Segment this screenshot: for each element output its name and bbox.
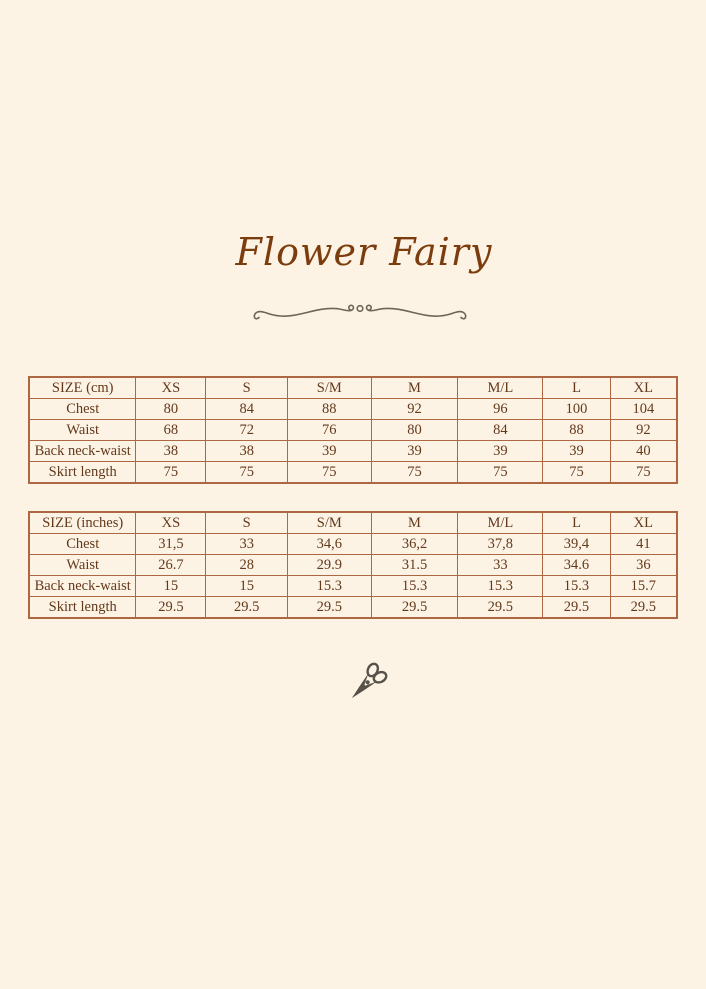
column-header-ml: M/L [457,511,544,534]
cell: 88 [542,419,611,441]
cell: 29.5 [609,596,678,619]
cell: 34,6 [287,533,372,555]
column-header-xs: XS [135,511,207,534]
row-label: Waist [28,554,137,576]
cell: 92 [609,419,678,441]
cell: 38 [205,440,289,462]
cell: 75 [609,461,678,484]
cell: 37,8 [457,533,544,555]
cell: 75 [287,461,372,484]
column-header-m: M [370,376,459,399]
column-header-l: L [542,511,611,534]
row-label: Back neck-waist [28,440,137,462]
table-header-row: SIZE (cm) XS S S/M M M/L L XL [28,376,678,399]
cell: 29.5 [287,596,372,619]
cell: 84 [205,398,289,420]
column-header-size-cm: SIZE (cm) [28,376,137,399]
cell: 26.7 [135,554,207,576]
cell: 15 [135,575,207,597]
table-row-waist: Waist 26.7 28 29.9 31.5 33 34.6 36 [28,554,678,576]
cell: 75 [457,461,544,484]
flourish-divider-icon [252,296,468,326]
column-header-m: M [370,511,459,534]
row-label: Waist [28,419,137,441]
column-header-sm: S/M [287,511,372,534]
cell: 29.5 [542,596,611,619]
cell: 75 [135,461,207,484]
cell: 15.3 [457,575,544,597]
cell: 15 [205,575,289,597]
table-row-back-neck-waist: Back neck-waist 38 38 39 39 39 39 40 [28,440,678,462]
row-label: Skirt length [28,461,137,484]
cell: 36 [609,554,678,576]
table-row-chest: Chest 80 84 88 92 96 100 104 [28,398,678,420]
size-table-cm: SIZE (cm) XS S S/M M M/L L XL Chest 80 8… [28,376,678,484]
cell: 104 [609,398,678,420]
cell: 68 [135,419,207,441]
cell: 41 [609,533,678,555]
cell: 15.7 [609,575,678,597]
row-label: Skirt length [28,596,137,619]
column-header-xs: XS [135,376,207,399]
cell: 76 [287,419,372,441]
cell: 29.5 [457,596,544,619]
table-row-skirt-length: Skirt length 29.5 29.5 29.5 29.5 29.5 29… [28,596,678,619]
row-label: Back neck-waist [28,575,137,597]
cell: 29.5 [370,596,459,619]
column-header-s: S [205,376,289,399]
column-header-s: S [205,511,289,534]
page-title: Flower Fairy [235,230,493,274]
column-header-ml: M/L [457,376,544,399]
size-table-inches: SIZE (inches) XS S S/M M M/L L XL Chest … [28,511,678,619]
table-row-waist: Waist 68 72 76 80 84 88 92 [28,419,678,441]
column-header-l: L [542,376,611,399]
cell: 34.6 [542,554,611,576]
cell: 29.5 [135,596,207,619]
cell: 75 [542,461,611,484]
cell: 29.5 [205,596,289,619]
cell: 36,2 [370,533,459,555]
cell: 75 [370,461,459,484]
table-header-row: SIZE (inches) XS S S/M M M/L L XL [28,511,678,534]
cell: 39 [457,440,544,462]
cell: 80 [135,398,207,420]
cell: 92 [370,398,459,420]
cell: 28 [205,554,289,576]
column-header-xl: XL [609,376,678,399]
table-row-skirt-length: Skirt length 75 75 75 75 75 75 75 [28,461,678,484]
cell: 31,5 [135,533,207,555]
cell: 15.3 [542,575,611,597]
cell: 33 [205,533,289,555]
table-row-chest: Chest 31,5 33 34,6 36,2 37,8 39,4 41 [28,533,678,555]
cell: 15.3 [370,575,459,597]
table-row-back-neck-waist: Back neck-waist 15 15 15.3 15.3 15.3 15.… [28,575,678,597]
cell: 39,4 [542,533,611,555]
cell: 33 [457,554,544,576]
cell: 15.3 [287,575,372,597]
cell: 31.5 [370,554,459,576]
column-header-size-inches: SIZE (inches) [28,511,137,534]
row-label: Chest [28,398,137,420]
row-label: Chest [28,533,137,555]
cell: 88 [287,398,372,420]
cell: 80 [370,419,459,441]
cell: 29.9 [287,554,372,576]
cell: 84 [457,419,544,441]
cell: 38 [135,440,207,462]
column-header-sm: S/M [287,376,372,399]
cell: 72 [205,419,289,441]
cell: 75 [205,461,289,484]
cell: 96 [457,398,544,420]
column-header-xl: XL [609,511,678,534]
cell: 39 [542,440,611,462]
cell: 40 [609,440,678,462]
scissors-icon [343,661,389,707]
cell: 39 [370,440,459,462]
cell: 39 [287,440,372,462]
cell: 100 [542,398,611,420]
